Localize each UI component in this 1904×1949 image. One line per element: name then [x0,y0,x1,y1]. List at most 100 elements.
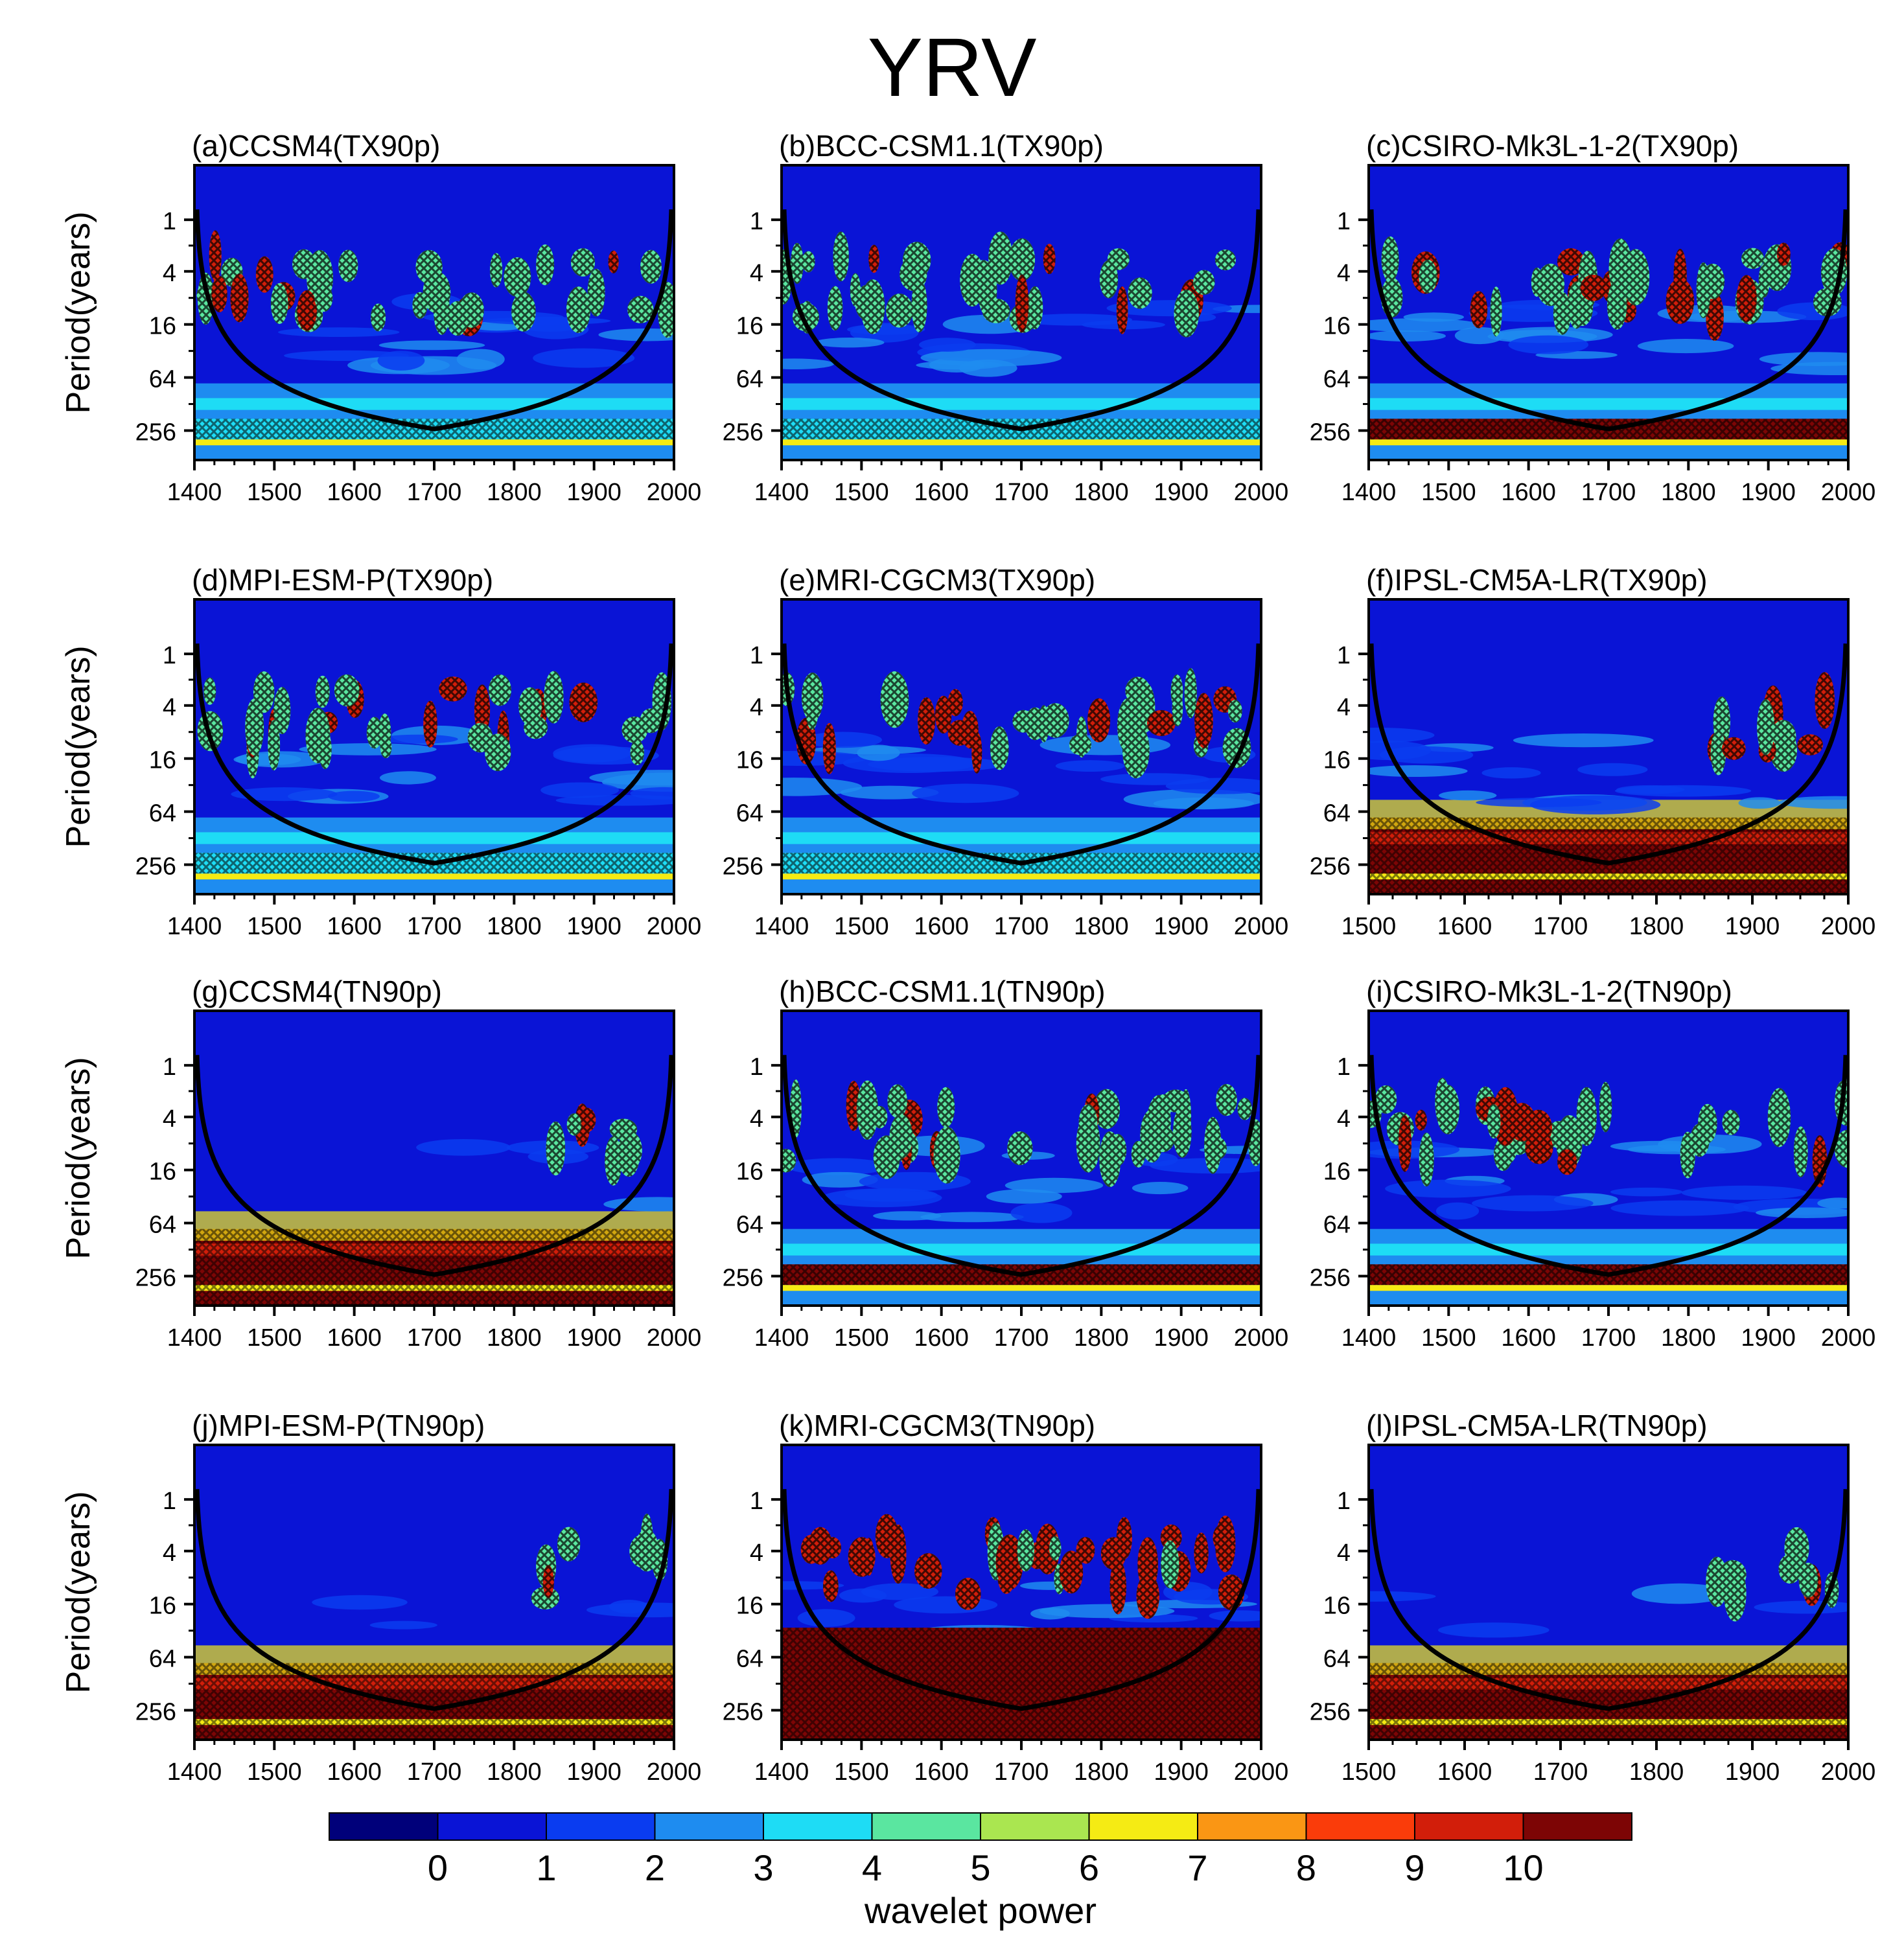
x-tick-label: 1500 [1341,1759,1397,1786]
x-tick-label: 1600 [1501,479,1556,506]
significance-hatch [1419,1133,1434,1187]
significance-hatch [1128,277,1152,309]
colorbar-swatch [437,1812,547,1841]
significance-hatch [467,722,493,753]
significance-hatch [570,248,596,277]
significance-hatch [542,1565,554,1598]
power-streak [456,349,505,370]
significance-hatch [822,1570,839,1602]
y-tick-label: 256 [723,1265,763,1292]
cone-of-influence [1369,643,1848,866]
significance-hatch [900,257,927,291]
significance-hatch [822,722,836,774]
power-streak [1610,1200,1750,1216]
y-tick-label: 16 [736,1159,763,1186]
y-tick-label: 1 [163,1488,176,1515]
significance-hatch [1419,259,1437,294]
significance-hatch [982,298,1010,323]
power-streak [959,359,1017,377]
significance-hatch [371,303,386,332]
x-tick-label: 2000 [1234,913,1289,940]
significance-hatch [880,671,909,728]
significance-hatch [334,674,360,707]
significance-hatch [875,1514,898,1558]
cone-of-influence [782,1055,1261,1277]
significance-hatch [1228,700,1242,723]
x-tick-label: 1600 [1501,1324,1556,1352]
significance-hatch [1736,275,1757,322]
power-streak [1385,1179,1511,1198]
significance-hatch [209,230,222,281]
cone-of-influence [194,643,674,866]
x-tick-label: 1600 [1437,1759,1492,1786]
power-streak [312,1595,408,1610]
y-tick-label: 64 [149,800,176,827]
y-tick-label: 4 [750,1105,763,1133]
significance-hatch [1214,249,1236,271]
panel-12: (l)IPSL-CM5A-LR(TN90p) 1 4 16 64 256 1500 1600 1… [1310,1409,1876,1786]
significance-hatch [211,275,227,312]
x-tick-label: 1700 [1533,913,1588,940]
x-tick-label: 1600 [914,913,969,940]
panel-5: (e)MRI-CGCM3(TX90p) 1 4 16 64 256 1400 1500 1600… [723,563,1289,940]
significance-hatch [960,253,985,307]
y-axis-label: Period(years) [60,645,97,848]
x-tick-label: 2000 [647,1324,702,1352]
y-tick-label: 256 [723,419,763,446]
y-tick-label: 64 [149,366,176,393]
significance-hatch [1087,698,1111,743]
power-streak [377,351,425,371]
significance-hatch [1069,734,1092,755]
y-tick-label: 64 [149,1646,176,1673]
power-streak [1010,1203,1073,1223]
power-streak [1100,773,1210,785]
x-tick-label: 1700 [994,913,1049,940]
significance-hatch [194,1228,674,1306]
significance-hatch [504,257,531,297]
significance-hatch [1109,1559,1126,1615]
significance-hatch [1043,244,1056,275]
colorbar-tick-label: 6 [1079,1847,1099,1888]
heatmap-field [782,599,1261,894]
cone-of-influence [782,643,1261,866]
significance-hatch [1415,1109,1427,1131]
heatmap-field [194,1445,674,1740]
significance-hatch [886,294,913,328]
significance-hatch [1184,668,1197,719]
x-tick-label: 2000 [1821,1759,1876,1786]
x-tick-label: 1400 [754,479,809,506]
y-tick-label: 16 [736,313,763,340]
y-tick-label: 256 [1310,1699,1351,1726]
y-tick-label: 4 [1337,1540,1351,1567]
power-streak [598,328,674,341]
power-streak [369,1620,437,1630]
significance-hatch [1172,689,1183,727]
x-tick-label: 1700 [994,479,1049,506]
heatmap-field [782,165,1261,460]
colorbar-swatch [329,1812,439,1841]
significance-hatch [1059,1551,1084,1594]
y-tick-label: 64 [1323,366,1351,393]
panel-label: (c)CSIRO-Mk3L-1-2(TX90p) [1366,129,1739,163]
power-streak [1132,1182,1189,1195]
x-tick-label: 1600 [327,479,382,506]
y-tick-label: 256 [723,853,763,881]
significance-hatch [587,268,605,317]
significance-hatch [617,1130,640,1177]
x-tick-label: 1800 [1074,479,1129,506]
significance-hatch [1507,1103,1537,1142]
significance-hatch [1487,1104,1501,1139]
significance-hatch [1162,1089,1189,1113]
significance-hatch [1131,1140,1146,1168]
significance-hatch [292,249,316,279]
significance-hatch [203,677,216,705]
x-tick-label: 1500 [247,479,302,506]
significance-hatch [937,1087,955,1128]
significance-hatch [1436,1085,1460,1135]
significance-hatch [194,1663,674,1740]
panel-label: (g)CCSM4(TN90p) [192,974,442,1008]
significance-hatch [1557,1149,1577,1175]
significance-hatch [1194,1532,1209,1574]
significance-hatch [1767,1088,1791,1147]
